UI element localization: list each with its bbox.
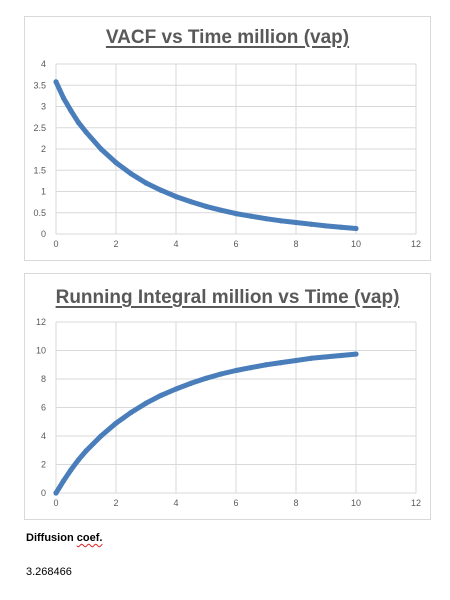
data-point	[233, 367, 239, 374]
data-point	[113, 420, 119, 426]
chart-title: Running Integral million vs Time (vap)	[55, 287, 400, 308]
y-tick-label: 0	[41, 229, 46, 239]
x-tick-label: 10	[351, 239, 361, 249]
data-point	[218, 371, 224, 377]
x-tick-label: 0	[53, 239, 58, 249]
data-point	[278, 360, 284, 366]
data-point	[233, 211, 239, 217]
data-point	[83, 129, 89, 135]
data-point	[308, 355, 314, 361]
y-tick-label: 8	[41, 374, 46, 384]
y-tick-label: 1.5	[33, 165, 46, 175]
data-point	[158, 392, 164, 398]
y-tick-label: 6	[41, 403, 46, 413]
data-point	[158, 187, 164, 193]
data-point	[60, 478, 67, 484]
data-point	[113, 160, 119, 166]
x-tick-label: 2	[113, 498, 118, 508]
diffusion-label-word: Diffusion	[26, 532, 74, 544]
data-point	[293, 219, 299, 226]
diffusion-coef-value: 3.268466	[26, 566, 72, 578]
y-tick-label: 4	[41, 59, 46, 69]
data-point	[263, 216, 269, 222]
data-point	[323, 354, 329, 360]
data-point	[173, 194, 179, 200]
y-tick-label: 2	[41, 144, 46, 154]
data-point	[68, 108, 74, 114]
data-point	[128, 409, 134, 416]
data-point	[98, 146, 104, 152]
y-tick-label: 0	[41, 488, 46, 498]
running-integral-chart: Running Integral million vs Time (vap) 0…	[24, 273, 431, 520]
data-point	[293, 357, 299, 364]
data-point	[143, 180, 149, 186]
x-tick-label: 6	[233, 239, 238, 249]
x-tick-label: 12	[411, 498, 421, 508]
y-tick-label: 3	[41, 102, 46, 112]
x-tick-label: 12	[411, 239, 421, 249]
data-point	[308, 221, 314, 227]
x-tick-label: 10	[351, 498, 361, 508]
chart-title: VACF vs Time million (vap)	[105, 27, 350, 48]
data-point	[128, 171, 134, 177]
data-point	[338, 352, 344, 359]
data-point	[75, 120, 82, 126]
coef-label-word: coef.	[76, 532, 103, 544]
data-point	[75, 457, 82, 463]
data-point	[173, 386, 179, 392]
y-tick-label: 12	[36, 317, 46, 327]
y-tick-label: 10	[36, 346, 46, 356]
data-point	[203, 203, 209, 209]
diffusion-coef-label: Diffusion coef.	[26, 532, 102, 544]
x-tick-label: 8	[293, 239, 298, 249]
data-point	[68, 467, 74, 473]
data-point	[53, 490, 59, 496]
x-tick-label: 8	[293, 498, 298, 508]
data-point	[248, 365, 254, 371]
y-tick-label: 3.5	[33, 80, 46, 90]
data-point	[263, 362, 269, 368]
data-point	[278, 218, 284, 224]
x-tick-label: 4	[173, 498, 178, 508]
data-point	[353, 225, 359, 232]
data-point	[248, 213, 254, 219]
data-point	[323, 223, 329, 229]
x-tick-label: 6	[233, 498, 238, 508]
x-tick-label: 4	[173, 239, 178, 249]
y-tick-label: 1	[41, 187, 46, 197]
vacf-chart: VACF vs Time million (vap) 0 0.5 1 1.5 2 2.5 3…	[24, 16, 431, 261]
x-tick-label: 0	[53, 498, 58, 508]
data-point	[203, 375, 209, 381]
running-integral-plot: 0 2 4 6 8 10 12 0 2 4 6 8 10 12	[36, 317, 421, 508]
data-point	[98, 433, 104, 439]
data-point	[188, 199, 194, 205]
data-point	[353, 351, 359, 357]
data-point	[143, 400, 149, 406]
data-point	[338, 224, 344, 230]
y-tick-label: 2.5	[33, 123, 46, 133]
vacf-plot: 0 0.5 1 1.5 2 2.5 3 3.5 4 0 2 4 6 8 10 12	[33, 59, 421, 249]
y-tick-label: 4	[41, 431, 46, 441]
data-point	[188, 380, 194, 386]
series-line	[53, 351, 359, 496]
data-point	[60, 95, 67, 101]
data-point	[83, 448, 89, 454]
data-point	[53, 79, 59, 85]
data-point	[218, 207, 224, 213]
x-tick-label: 2	[113, 239, 118, 249]
y-tick-label: 0.5	[33, 208, 46, 218]
y-tick-label: 2	[41, 460, 46, 470]
